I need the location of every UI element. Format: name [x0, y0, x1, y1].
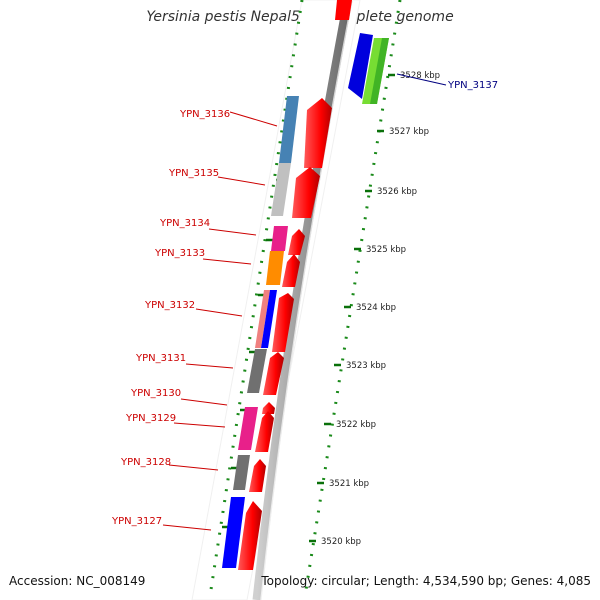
gene-features-reverse — [348, 33, 389, 104]
gene-label-leader — [162, 524, 212, 531]
scale-tick-label: 3524 kbp — [356, 303, 396, 313]
gene-block-3132a[interactable] — [255, 290, 270, 348]
scale-tick-label: 3520 kbp — [321, 537, 361, 547]
right-dotted-track — [303, 0, 402, 597]
gene-features-forward — [238, 98, 332, 570]
gene-label-leader — [229, 111, 278, 127]
gene-block-3134[interactable] — [271, 226, 288, 251]
gene-block-3133[interactable] — [266, 251, 284, 285]
gene-label[interactable]: YPN_3131 — [135, 353, 186, 364]
gene-label[interactable]: YPN_3134 — [159, 218, 210, 229]
gene-label-leader — [208, 228, 257, 236]
gene-arrow-3129[interactable] — [255, 411, 274, 452]
genome-backbone — [252, 0, 353, 600]
gene-arrow-3132[interactable] — [272, 293, 294, 352]
gene-block-3127[interactable] — [222, 497, 245, 568]
gene-arrow-3134[interactable] — [288, 229, 305, 255]
scale-tick-label: 3522 kbp — [336, 420, 376, 430]
gene-arrow-3133[interactable] — [282, 254, 300, 287]
gene-label-leader — [195, 308, 243, 317]
gene-label[interactable]: YPN_3135 — [168, 168, 219, 179]
gene-block-3136a[interactable] — [279, 96, 299, 163]
gene-labels-right: YPN_3137 — [396, 73, 498, 91]
gene-label-leader — [217, 176, 266, 186]
gene-label[interactable]: YPN_3132 — [144, 300, 195, 311]
gene-features-colored — [222, 96, 299, 568]
scale-ticks: 3528 kbp 3527 kbp 3526 kbp 3525 kbp 3524 kbp… — [309, 71, 440, 547]
scale-tick-label: 3527 kbp — [389, 127, 429, 137]
gene-block-3129[interactable] — [238, 407, 258, 450]
gene-label-leader — [173, 422, 226, 428]
topology-label: Topology: circular; Length: 4,534,590 bp… — [261, 574, 591, 588]
gene-arrow-3135[interactable] — [292, 167, 320, 218]
gene-block-3136b[interactable] — [271, 163, 291, 216]
gene-label[interactable]: YPN_3128 — [120, 457, 171, 468]
gene-arrow-3131[interactable] — [263, 352, 284, 395]
gene-block-3128[interactable] — [233, 455, 250, 490]
gene-arrow-3136[interactable] — [304, 98, 332, 168]
gene-label-leader — [168, 464, 219, 471]
gene-label-leader — [185, 363, 234, 369]
gene-label[interactable]: YPN_3129 — [125, 413, 176, 424]
gene-label[interactable]: YPN_3130 — [130, 388, 181, 399]
gene-label[interactable]: YPN_3133 — [154, 248, 205, 259]
scale-tick-label: 3523 kbp — [346, 361, 386, 371]
gene-arrow-3128[interactable] — [249, 459, 266, 492]
scale-tick-label: 3526 kbp — [377, 187, 417, 197]
accession-label: Accession: NC_008149 — [9, 574, 146, 588]
gene-arrow-3127[interactable] — [238, 501, 262, 570]
gene-label[interactable]: YPN_3137 — [447, 80, 498, 91]
gene-label-leader — [396, 73, 447, 86]
gene-labels-left: YPN_3136 YPN_3135 YPN_3134 YPN_3133 YPN_3132… — [111, 109, 278, 531]
gene-block-3132b[interactable] — [261, 290, 277, 348]
gene-block-3137-shade — [370, 38, 389, 104]
gene-arrow-3130[interactable] — [262, 402, 275, 414]
gene-arrow-3137-blue[interactable] — [348, 33, 373, 99]
scale-tick-label: 3525 kbp — [366, 245, 406, 255]
gene-block-3131[interactable] — [247, 349, 267, 393]
scale-tick-label: 3521 kbp — [329, 479, 369, 489]
gene-label[interactable]: YPN_3136 — [179, 109, 230, 120]
gene-label[interactable]: YPN_3127 — [111, 516, 162, 527]
scale-tick-label: 3528 kbp — [400, 71, 440, 81]
gene-label-leader — [180, 398, 228, 406]
gene-label-leader — [202, 258, 252, 265]
top-partial-feature — [335, 0, 352, 20]
